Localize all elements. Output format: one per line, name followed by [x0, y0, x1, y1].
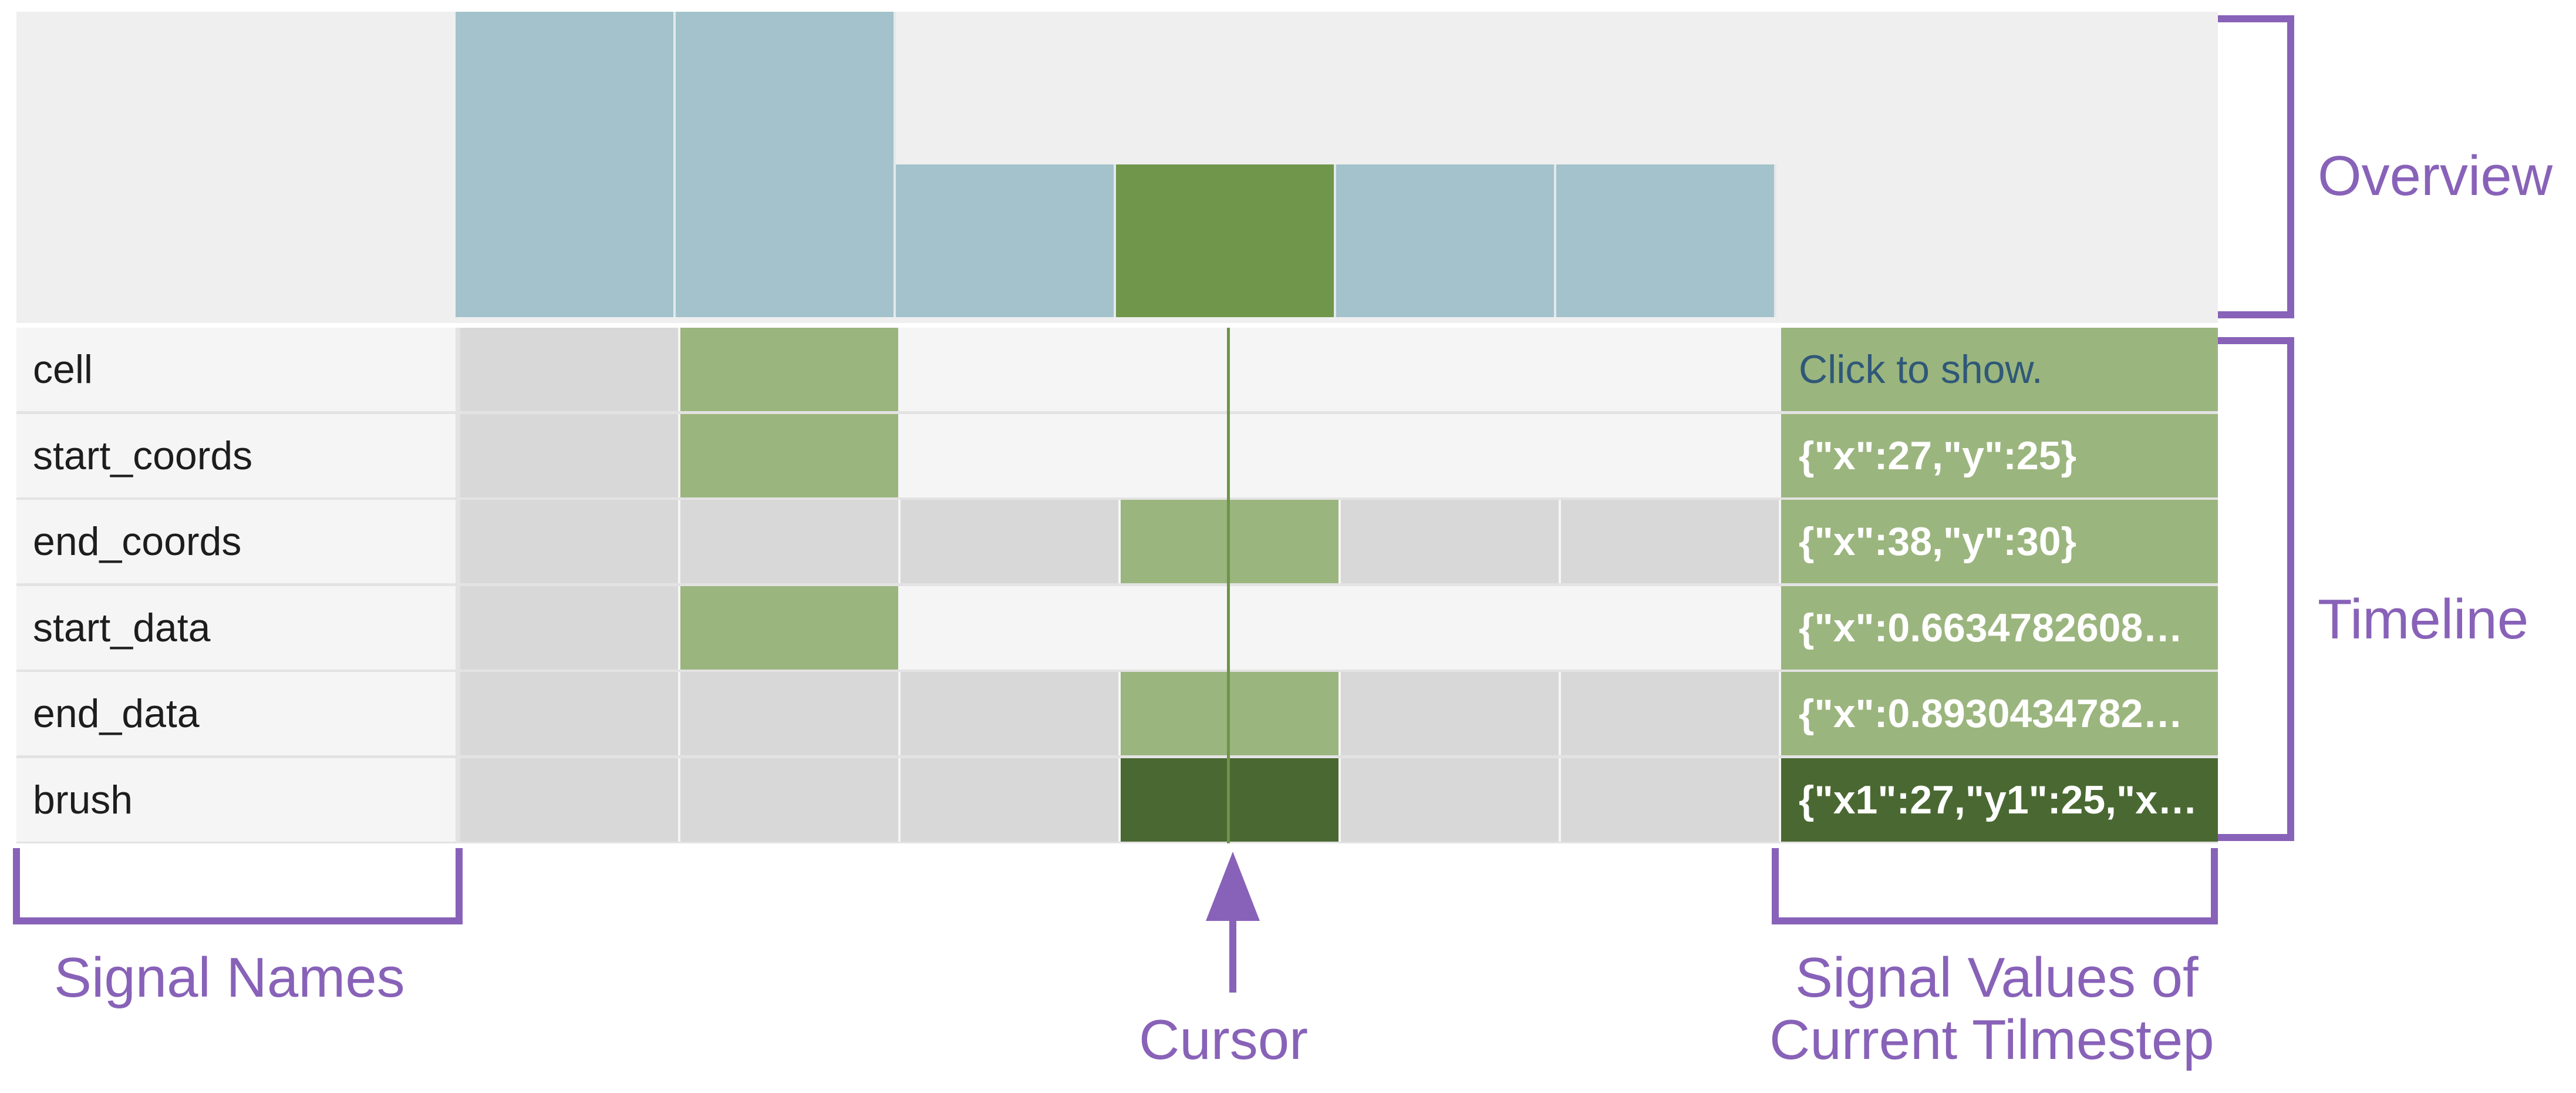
timeline-row: start_coords {"x":27,"y":25}	[16, 414, 2218, 497]
timeline-row: cell Click to show.	[16, 328, 2218, 411]
signal-cell[interactable]	[901, 758, 1118, 842]
signal-cell[interactable]	[680, 500, 898, 583]
cursor-label: Cursor	[1139, 1008, 1309, 1071]
signal-track	[460, 414, 1781, 497]
signal-cell[interactable]	[1561, 672, 1779, 755]
signal-cell[interactable]	[460, 328, 678, 411]
signal-names-bracket	[13, 848, 463, 924]
timeline-label: Timeline	[2318, 588, 2529, 651]
overview-label: Overview	[2318, 144, 2553, 207]
signal-cell[interactable]	[680, 758, 898, 842]
signal-value: {"x":27,"y":25}	[1781, 414, 2218, 497]
overview-bar[interactable]	[676, 12, 896, 317]
signal-cell[interactable]	[680, 672, 898, 755]
signal-values-bracket	[1772, 848, 2218, 924]
signal-cell[interactable]	[460, 500, 678, 583]
signal-names-label: Signal Names	[54, 946, 405, 1009]
overview-bar-selected[interactable]	[1116, 164, 1336, 317]
signal-cell[interactable]	[901, 500, 1118, 583]
signal-value: {"x1":27,"y1":25,"x…	[1781, 758, 2218, 842]
signal-name: brush	[16, 758, 456, 842]
signal-cell[interactable]	[460, 672, 678, 755]
timeline-row: end_data {"x":0.8930434782…	[16, 672, 2218, 755]
overview-bar[interactable]	[896, 164, 1116, 317]
signal-value: {"x":0.8930434782…	[1781, 672, 2218, 755]
signal-track	[460, 672, 1781, 755]
timeline-row: end_coords {"x":38,"y":30}	[16, 500, 2218, 583]
signal-name: start_coords	[16, 414, 456, 497]
signal-cell[interactable]	[1341, 672, 1559, 755]
signal-track	[460, 500, 1781, 583]
signal-cell[interactable]	[680, 328, 898, 411]
signal-cell[interactable]	[901, 672, 1118, 755]
overview-bracket	[2218, 15, 2294, 318]
signal-name: cell	[16, 328, 456, 411]
overview-bar[interactable]	[1556, 164, 1776, 317]
signal-name: start_data	[16, 586, 456, 670]
timeline-row: start_data {"x":0.6634782608…	[16, 586, 2218, 670]
signal-cell[interactable]	[680, 414, 898, 497]
click-to-show-link[interactable]: Click to show.	[1781, 328, 2218, 411]
signal-cell[interactable]	[460, 586, 678, 670]
signal-track	[460, 758, 1781, 842]
signal-cell[interactable]	[680, 586, 898, 670]
signal-name: end_coords	[16, 500, 456, 583]
overview-bar[interactable]	[1336, 164, 1556, 317]
timeline-row: brush {"x1":27,"y1":25,"x…	[16, 758, 2218, 842]
signal-cell[interactable]	[1341, 758, 1559, 842]
signal-values-label-line1: Signal Values of	[1795, 946, 2199, 1009]
signal-cell[interactable]	[1561, 500, 1779, 583]
signal-values-label-line2: Current Tilmestep	[1769, 1008, 2214, 1071]
signal-track	[460, 586, 1781, 670]
overview-bar[interactable]	[456, 12, 676, 317]
signal-cell[interactable]	[1341, 500, 1559, 583]
signal-cell[interactable]	[460, 414, 678, 497]
signal-cell[interactable]	[1561, 758, 1779, 842]
overview-panel	[16, 12, 2218, 323]
timeline-cursor[interactable]	[1227, 328, 1230, 843]
signal-value: {"x":0.6634782608…	[1781, 586, 2218, 670]
signal-track	[460, 328, 1781, 411]
timeline-bracket	[2218, 337, 2294, 841]
signal-cell[interactable]	[460, 758, 678, 842]
cursor-arrow-icon	[1203, 852, 1262, 993]
signal-value: {"x":38,"y":30}	[1781, 500, 2218, 583]
signal-name: end_data	[16, 672, 456, 755]
timeline-panel: cell Click to show. start_coords {"x":27,"y…	[16, 328, 2218, 843]
